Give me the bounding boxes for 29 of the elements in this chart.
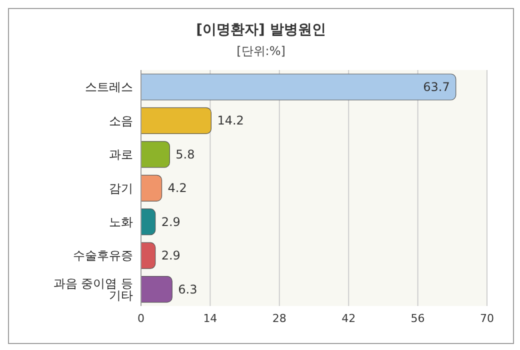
data-label: 63.7 (423, 80, 450, 94)
data-label: 4.2 (168, 181, 187, 196)
bar (141, 74, 456, 100)
bar (141, 208, 156, 236)
x-tick-label: 14 (203, 312, 218, 325)
x-tick-label: 70 (480, 312, 494, 325)
data-label: 6.3 (178, 282, 198, 296)
y-tick-label: 소음 (109, 114, 133, 128)
x-tick-label: 28 (272, 312, 286, 325)
y-tick-label: 과음 중이염 등 기타 (53, 276, 133, 302)
bar (141, 107, 212, 134)
data-label: 2.9 (161, 214, 180, 229)
x-tick-label: 42 (342, 312, 356, 325)
data-label: 14.2 (217, 114, 244, 128)
y-tick-label: 노화 (109, 214, 133, 229)
y-tick-label: 감기 (109, 181, 133, 196)
chart-subtitle: [단위:%] (236, 43, 286, 60)
bar (141, 141, 170, 168)
y-tick-label: 수술후유증 (73, 248, 133, 263)
x-tick-label: 56 (410, 312, 425, 325)
data-label: 5.8 (176, 147, 195, 162)
data-label: 2.9 (161, 248, 180, 263)
y-tick-label: 스트레스 (85, 80, 133, 94)
bar (141, 276, 172, 303)
y-tick-label: 과로 (109, 148, 133, 162)
bar (141, 174, 162, 202)
x-tick-label: 0 (138, 312, 144, 325)
chart-title: [이명환자] 발병원인 (195, 21, 327, 39)
bar (141, 242, 156, 269)
